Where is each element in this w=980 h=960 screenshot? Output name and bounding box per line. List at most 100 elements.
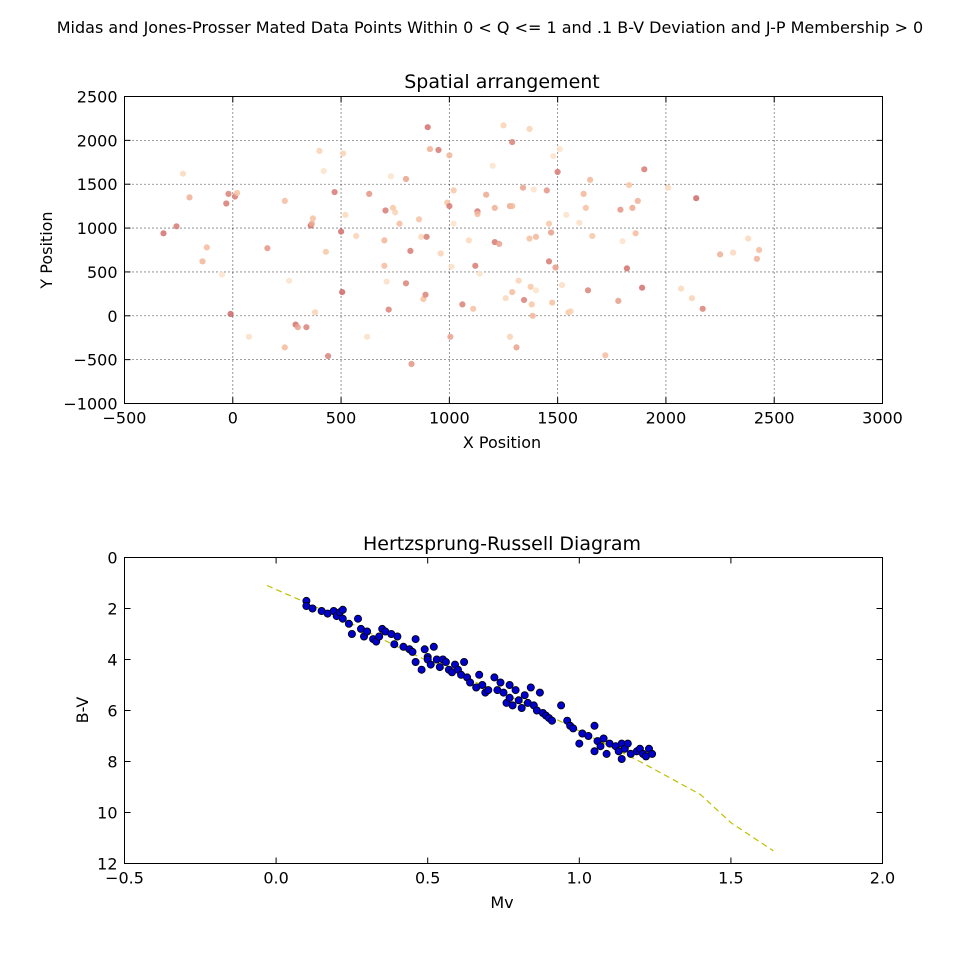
data-point [281, 344, 288, 351]
data-point [286, 277, 293, 284]
data-point [617, 755, 626, 764]
data-point [203, 244, 210, 251]
data-point [186, 194, 193, 201]
data-point [245, 333, 253, 340]
spatial-chart-title: Spatial arrangement [404, 71, 600, 93]
data-point [632, 230, 639, 237]
data-point [545, 220, 553, 227]
data-point [623, 739, 632, 748]
data-point [435, 146, 442, 154]
data-point [590, 721, 599, 730]
data-point [557, 701, 566, 710]
data-point [234, 189, 241, 197]
x-tick-label: 0 [228, 409, 238, 428]
data-point [514, 696, 523, 705]
data-point [582, 204, 589, 211]
data-point [411, 658, 420, 667]
y-tick-label: 2500 [77, 88, 118, 107]
data-point [756, 246, 763, 254]
data-point [470, 305, 477, 312]
data-point [552, 264, 559, 271]
data-point [309, 215, 316, 222]
data-point [223, 200, 230, 207]
y-tick-label: 0 [107, 549, 117, 568]
data-point [294, 324, 301, 331]
y-tick-label: 1000 [77, 219, 118, 238]
data-point [396, 220, 403, 227]
data-point [385, 306, 392, 313]
data-point [364, 333, 371, 340]
data-point [506, 333, 514, 340]
data-point [476, 270, 483, 277]
data-point [423, 233, 430, 240]
data-point [615, 297, 622, 304]
data-point [517, 704, 526, 713]
data-point [331, 189, 338, 196]
data-point [596, 742, 605, 751]
data-point [426, 660, 435, 669]
data-point [338, 605, 347, 614]
y-tick-label: 10 [97, 804, 117, 823]
data-point [543, 187, 550, 194]
data-point [459, 301, 466, 308]
data-point [717, 251, 724, 258]
data-point [465, 237, 472, 244]
data-point [532, 287, 540, 294]
data-point [483, 191, 490, 198]
data-point [375, 632, 384, 641]
y-tick-label: 12 [97, 855, 117, 874]
data-point [678, 285, 685, 292]
x-tick-label: 2500 [754, 409, 795, 428]
spatial-x-axis-label: X Position [463, 433, 541, 452]
data-point [599, 734, 608, 743]
data-point [402, 280, 410, 287]
data-point [602, 749, 611, 758]
spatial-chart: Spatial arrangement −500 0 500 1000 1500 2000… [37, 71, 903, 452]
data-point [417, 665, 426, 674]
spatial-grid [124, 96, 883, 404]
data-point [505, 693, 514, 702]
data-point [509, 139, 516, 146]
hr-chart-title: Hertzsprung-Russell Diagram [363, 533, 641, 555]
data-point [420, 645, 429, 654]
y-tick-label: 4 [107, 651, 117, 670]
data-point [619, 238, 626, 245]
spatial-points [160, 122, 763, 368]
data-point [550, 153, 557, 160]
data-point [312, 309, 319, 316]
data-point [509, 289, 516, 296]
data-point [521, 296, 528, 304]
y-tick-label: 2000 [77, 131, 118, 150]
data-point [629, 204, 636, 211]
data-point [353, 232, 360, 240]
data-point [556, 146, 563, 153]
data-point [529, 312, 536, 319]
hr-chart: Hertzsprung-Russell Diagram −0.5 0.0 0.5 1.… [73, 533, 895, 912]
data-point [447, 333, 454, 340]
data-point [509, 203, 516, 210]
hr-x-axis-label: Mv [490, 893, 513, 912]
data-point [225, 190, 232, 197]
data-point [505, 681, 514, 690]
x-tick-label: 0.5 [415, 869, 440, 888]
data-point [549, 299, 556, 306]
data-point [381, 237, 388, 244]
data-point [502, 295, 509, 302]
data-point [474, 210, 481, 218]
y-tick-label: −500 [74, 351, 118, 370]
data-point [617, 206, 624, 213]
data-point [478, 681, 487, 690]
data-point [308, 220, 315, 227]
data-point [634, 197, 641, 204]
data-point [422, 291, 429, 298]
data-point [508, 701, 517, 710]
data-point [623, 265, 631, 272]
data-point [548, 229, 555, 236]
data-point [730, 249, 737, 256]
data-point [382, 207, 389, 214]
data-point [580, 190, 587, 197]
data-point [441, 658, 450, 667]
data-point [338, 614, 347, 623]
data-point [587, 176, 594, 183]
data-point [511, 686, 520, 695]
